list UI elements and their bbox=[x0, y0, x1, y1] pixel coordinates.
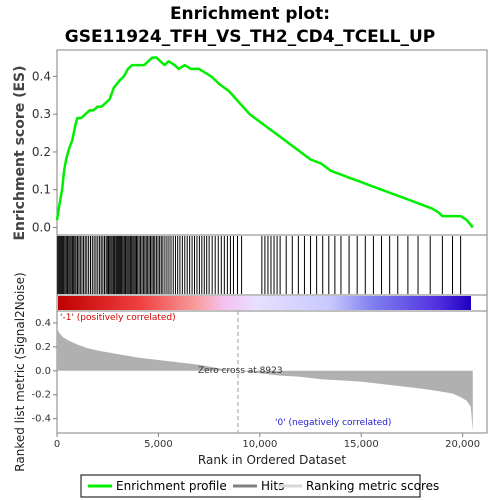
metric-y-tick-label: 0.4 bbox=[35, 318, 51, 329]
metric-y-tick-label: 0.0 bbox=[35, 366, 51, 377]
x-tick-label: 15,000 bbox=[344, 439, 379, 450]
positive-correlation-label: '-1' (positively correlated) bbox=[60, 313, 176, 323]
es-y-tick-label: 0.2 bbox=[32, 145, 51, 159]
es-y-tick-label: 0.1 bbox=[32, 183, 51, 197]
rank-color-bar bbox=[58, 296, 471, 310]
chart-title-line-1: Enrichment plot: bbox=[170, 4, 330, 24]
legend-enrichment-label: Enrichment profile bbox=[116, 479, 227, 493]
legend-hits-label: Hits bbox=[261, 479, 284, 493]
metric-y-tick-label: 0.2 bbox=[35, 342, 51, 353]
ranking-metric-area bbox=[57, 327, 473, 431]
hits-barcode-group bbox=[57, 236, 462, 294]
es-series-group bbox=[55, 56, 474, 229]
x-tick-label: 10,000 bbox=[242, 439, 277, 450]
es-y-tick-label: 0.4 bbox=[32, 69, 51, 83]
es-plot-area bbox=[56, 49, 488, 236]
metric-y-tick-label: -0.2 bbox=[31, 390, 51, 401]
es-y-axis: 0.0 0.1 0.2 0.3 0.4 bbox=[32, 69, 57, 234]
metric-y-tick-label: -0.4 bbox=[31, 414, 51, 425]
x-tick-label: 0 bbox=[54, 439, 60, 450]
enrichment-profile-line bbox=[55, 56, 474, 229]
hits-plot-area bbox=[56, 234, 488, 296]
zero-cross-label: Zero cross at 8923 bbox=[198, 366, 283, 376]
es-y-tick-label: 0.0 bbox=[32, 220, 51, 234]
chart-title-line-2: GSE11924_TFH_VS_TH2_CD4_TCELL_UP bbox=[65, 27, 435, 47]
metric-series-group bbox=[57, 311, 473, 433]
es-y-axis-label: Enrichment score (ES) bbox=[12, 65, 28, 240]
x-tick-label: 5,000 bbox=[144, 439, 173, 450]
metric-y-axis-label: Ranked list metric (Signal2Noise) bbox=[13, 272, 27, 471]
es-y-tick-label: 0.3 bbox=[32, 107, 51, 121]
legend-ranking-label: Ranking metric scores bbox=[306, 479, 439, 493]
metric-x-axis: 0 5,000 10,000 15,000 20,000 bbox=[54, 433, 480, 450]
negative-correlation-label: '0' (negatively correlated) bbox=[275, 418, 391, 428]
x-axis-label: Rank in Ordered Dataset bbox=[198, 453, 346, 467]
metric-y-axis: -0.4 -0.2 0.0 0.2 0.4 bbox=[31, 318, 57, 425]
x-tick-label: 20,000 bbox=[445, 439, 480, 450]
